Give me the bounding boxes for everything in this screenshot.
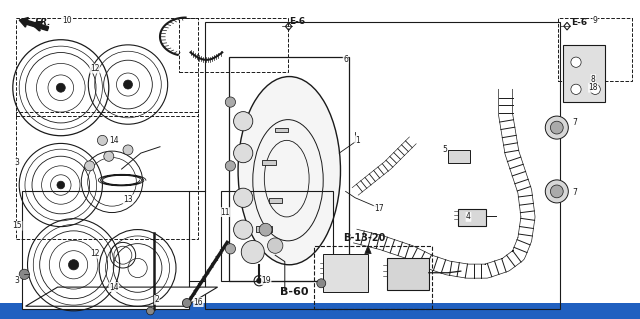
Circle shape: [225, 244, 236, 254]
Text: 4: 4: [466, 212, 471, 221]
Circle shape: [68, 260, 79, 270]
Text: 17: 17: [374, 204, 384, 213]
Circle shape: [97, 135, 108, 145]
Circle shape: [550, 185, 563, 198]
Circle shape: [19, 269, 29, 279]
Text: 14: 14: [109, 137, 119, 145]
Circle shape: [123, 145, 133, 155]
Bar: [179, 18, 288, 72]
Polygon shape: [365, 246, 371, 254]
Polygon shape: [22, 191, 189, 309]
Text: 15: 15: [12, 221, 22, 230]
Text: 6: 6: [343, 55, 348, 63]
Text: B-13-20: B-13-20: [344, 233, 386, 243]
Text: 12: 12: [90, 64, 99, 73]
Ellipse shape: [238, 77, 340, 265]
Bar: [387, 258, 429, 290]
Text: FR.: FR.: [35, 19, 52, 27]
Circle shape: [590, 84, 600, 94]
Text: 18: 18: [589, 83, 598, 92]
Circle shape: [571, 57, 581, 67]
Circle shape: [147, 307, 154, 315]
Text: 7: 7: [572, 189, 577, 197]
Text: 14: 14: [109, 283, 119, 292]
Text: B-60: B-60: [280, 287, 308, 297]
Circle shape: [225, 97, 236, 107]
FancyArrowPatch shape: [33, 22, 47, 30]
Circle shape: [104, 151, 114, 161]
Circle shape: [124, 80, 132, 89]
Text: 13: 13: [123, 195, 133, 204]
Circle shape: [545, 116, 568, 139]
Text: E-6: E-6: [289, 17, 306, 26]
Circle shape: [182, 299, 191, 308]
Bar: [16, 18, 198, 116]
Text: 9: 9: [593, 16, 598, 25]
Bar: [558, 18, 632, 81]
Text: 3: 3: [15, 158, 20, 167]
Bar: [458, 209, 486, 226]
Text: 12: 12: [90, 249, 99, 258]
FancyArrow shape: [19, 18, 49, 31]
Text: SNC4B5700B: SNC4B5700B: [431, 4, 491, 12]
Text: 8: 8: [591, 75, 596, 84]
Bar: [256, 226, 272, 232]
Bar: [16, 112, 198, 239]
Bar: [275, 128, 288, 132]
Circle shape: [545, 180, 568, 203]
Circle shape: [234, 144, 253, 163]
Polygon shape: [26, 287, 218, 306]
Polygon shape: [229, 57, 349, 281]
Bar: [262, 160, 276, 165]
Circle shape: [257, 278, 262, 283]
Circle shape: [259, 223, 272, 236]
Circle shape: [268, 238, 283, 253]
Circle shape: [317, 279, 326, 288]
Bar: [269, 198, 282, 203]
Circle shape: [234, 112, 253, 131]
Bar: [0, 303, 640, 319]
Circle shape: [84, 161, 95, 171]
Text: 1: 1: [355, 136, 360, 145]
Circle shape: [234, 188, 253, 207]
Text: 5: 5: [442, 145, 447, 154]
Circle shape: [225, 161, 236, 171]
Bar: [448, 150, 470, 163]
Text: 16: 16: [193, 298, 204, 307]
Circle shape: [234, 220, 253, 239]
Circle shape: [571, 84, 581, 94]
Text: 2: 2: [154, 295, 159, 304]
Bar: [314, 246, 432, 309]
Text: E-6: E-6: [571, 18, 588, 27]
Circle shape: [56, 83, 65, 92]
Text: 10: 10: [62, 16, 72, 25]
Bar: [221, 191, 333, 281]
Text: 19: 19: [261, 276, 271, 285]
Circle shape: [550, 121, 563, 134]
Bar: [563, 45, 605, 102]
Text: 3: 3: [15, 276, 20, 285]
Circle shape: [241, 241, 264, 263]
Bar: [323, 254, 368, 292]
Text: 11: 11: [221, 208, 230, 217]
Bar: [205, 22, 560, 309]
Circle shape: [57, 181, 65, 189]
Text: 7: 7: [572, 118, 577, 127]
